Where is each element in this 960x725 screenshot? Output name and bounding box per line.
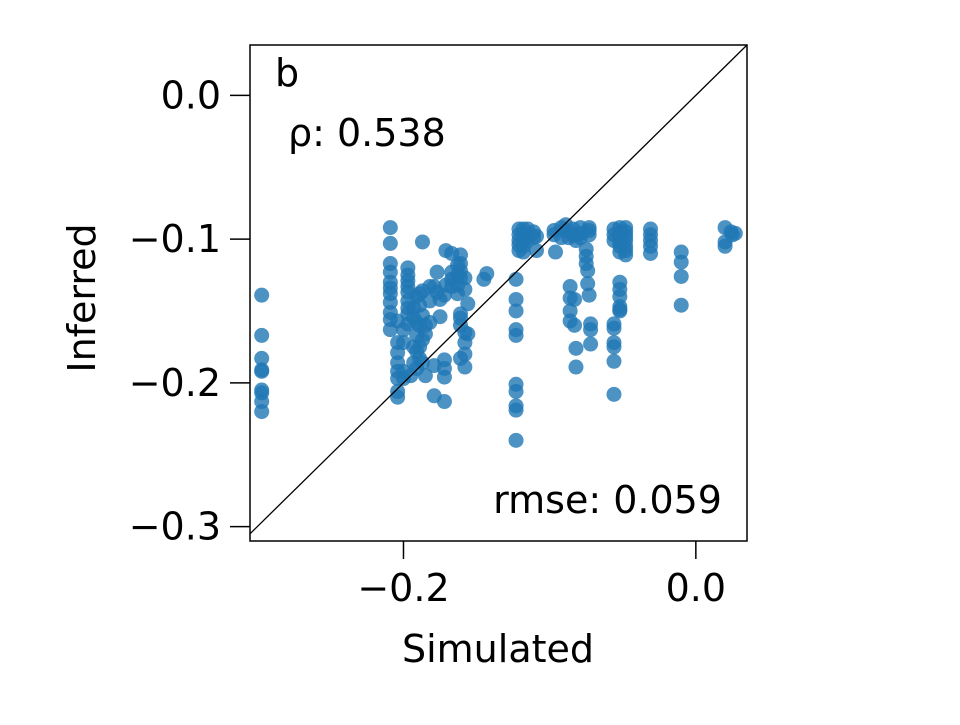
data-point <box>414 234 430 250</box>
data-point <box>508 402 524 418</box>
data-point <box>529 243 545 259</box>
points-layer <box>254 217 743 448</box>
data-point <box>479 266 495 282</box>
data-point <box>643 245 659 261</box>
y-tick-label: 0.0 <box>161 73 221 117</box>
data-point <box>254 327 270 343</box>
identity-line <box>249 44 748 535</box>
data-point <box>567 291 583 307</box>
data-point <box>581 287 597 303</box>
data-point <box>727 225 743 241</box>
data-point <box>673 268 689 284</box>
data-point <box>508 303 524 319</box>
rmse-annotation: rmse: 0.059 <box>493 478 722 522</box>
data-point <box>390 389 406 405</box>
data-point <box>606 339 622 355</box>
data-point <box>562 279 578 295</box>
plot-frame <box>249 44 748 542</box>
data-point <box>606 320 622 336</box>
data-point <box>457 359 473 375</box>
x-tick-label: −0.2 <box>357 566 449 610</box>
y-tick-label: −0.3 <box>129 505 221 549</box>
data-point <box>508 383 524 399</box>
data-point <box>254 287 270 303</box>
data-point <box>580 276 596 292</box>
y-tick-label: −0.2 <box>129 361 221 405</box>
data-point <box>548 244 564 260</box>
data-point <box>457 281 473 297</box>
data-point <box>254 350 270 366</box>
data-point <box>606 353 622 369</box>
x-tick-label: 0.0 <box>666 566 726 610</box>
data-point <box>508 271 524 287</box>
data-point <box>673 297 689 313</box>
data-point <box>568 359 584 375</box>
data-point <box>417 368 433 384</box>
data-point <box>529 228 545 244</box>
data-point <box>606 386 622 402</box>
data-point <box>382 220 398 236</box>
y-axis-label: Inferred <box>60 223 104 372</box>
y-axis: 0.0 −0.1 −0.2 −0.3 <box>129 73 250 549</box>
data-point <box>583 336 599 352</box>
data-point <box>436 394 452 410</box>
data-point <box>567 317 583 333</box>
data-point <box>568 340 584 356</box>
data-point <box>254 404 270 420</box>
data-point <box>457 346 473 362</box>
data-point <box>508 291 524 307</box>
data-point <box>618 247 634 263</box>
rho-annotation: ρ: 0.538 <box>288 111 446 155</box>
data-point <box>508 327 524 343</box>
data-point <box>460 296 476 312</box>
data-point <box>612 303 628 319</box>
data-point <box>436 369 452 385</box>
panel-label: b <box>275 51 299 95</box>
data-point <box>717 238 733 254</box>
y-tick-label: −0.1 <box>129 217 221 261</box>
data-point <box>414 355 430 371</box>
data-point <box>382 235 398 251</box>
data-point <box>457 270 473 286</box>
data-point <box>581 227 597 243</box>
data-point <box>508 432 524 448</box>
data-point <box>515 244 531 260</box>
data-point <box>583 322 599 338</box>
x-axis-label: Simulated <box>402 627 594 671</box>
data-point <box>254 363 270 379</box>
data-point <box>580 263 596 279</box>
data-point <box>429 264 445 280</box>
data-point <box>460 326 476 342</box>
data-point <box>432 309 448 325</box>
data-point <box>673 254 689 270</box>
data-point <box>417 326 433 342</box>
x-axis: −0.2 0.0 <box>357 541 726 610</box>
